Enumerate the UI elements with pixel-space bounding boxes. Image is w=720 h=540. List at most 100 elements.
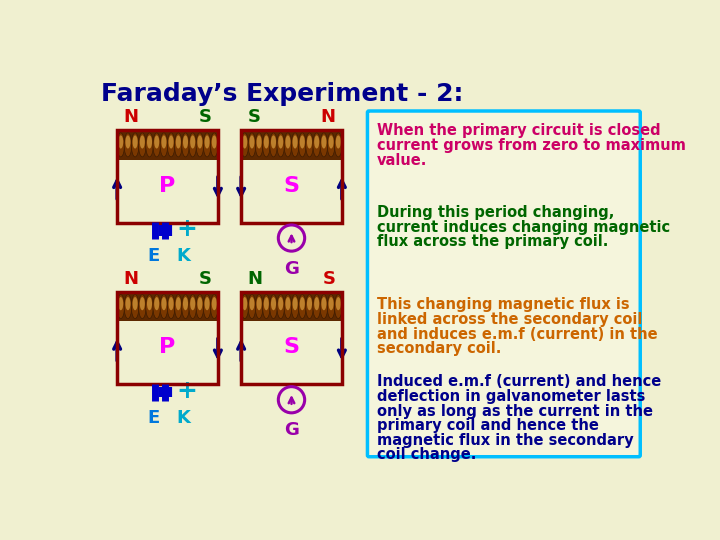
- Ellipse shape: [256, 133, 263, 157]
- Ellipse shape: [183, 297, 188, 310]
- Ellipse shape: [138, 295, 146, 319]
- Ellipse shape: [307, 297, 312, 310]
- Ellipse shape: [277, 133, 284, 157]
- Ellipse shape: [284, 295, 292, 319]
- Text: and induces e.m.f (current) in the: and induces e.m.f (current) in the: [377, 327, 657, 342]
- Ellipse shape: [204, 297, 210, 310]
- Bar: [117, 292, 218, 384]
- Text: G: G: [284, 421, 299, 440]
- Ellipse shape: [167, 133, 175, 157]
- Ellipse shape: [328, 133, 335, 157]
- Ellipse shape: [241, 133, 248, 157]
- Text: N: N: [248, 270, 262, 288]
- Text: During this period changing,: During this period changing,: [377, 205, 614, 220]
- Ellipse shape: [167, 295, 175, 319]
- Ellipse shape: [203, 133, 211, 157]
- Text: current induces changing magnetic: current induces changing magnetic: [377, 220, 670, 234]
- Ellipse shape: [189, 295, 197, 319]
- Text: +: +: [177, 217, 198, 241]
- Ellipse shape: [117, 133, 125, 157]
- Ellipse shape: [285, 136, 290, 148]
- Ellipse shape: [153, 295, 161, 319]
- Ellipse shape: [145, 133, 153, 157]
- Bar: [117, 130, 218, 159]
- Ellipse shape: [242, 136, 247, 148]
- Ellipse shape: [271, 136, 276, 148]
- Ellipse shape: [125, 297, 130, 310]
- Ellipse shape: [284, 133, 292, 157]
- Ellipse shape: [212, 136, 217, 148]
- Ellipse shape: [321, 297, 326, 310]
- Ellipse shape: [147, 297, 152, 310]
- Ellipse shape: [131, 133, 139, 157]
- Ellipse shape: [181, 133, 189, 157]
- Text: P: P: [159, 176, 176, 195]
- Bar: [241, 130, 342, 159]
- Ellipse shape: [197, 136, 202, 148]
- Ellipse shape: [124, 295, 132, 319]
- Text: linked across the secondary coil: linked across the secondary coil: [377, 312, 642, 327]
- Ellipse shape: [161, 297, 166, 310]
- Ellipse shape: [168, 297, 174, 310]
- Ellipse shape: [204, 136, 210, 148]
- Ellipse shape: [140, 297, 145, 310]
- Text: S: S: [323, 270, 336, 288]
- Text: magnetic flux in the secondary: magnetic flux in the secondary: [377, 433, 634, 448]
- Ellipse shape: [285, 297, 290, 310]
- Ellipse shape: [176, 297, 181, 310]
- Ellipse shape: [145, 295, 153, 319]
- Ellipse shape: [256, 136, 261, 148]
- Text: +: +: [177, 379, 198, 402]
- Bar: [241, 130, 342, 222]
- Text: coil change.: coil change.: [377, 448, 476, 462]
- Ellipse shape: [270, 133, 277, 157]
- Ellipse shape: [264, 297, 269, 310]
- Text: deflection in galvanometer lasts: deflection in galvanometer lasts: [377, 389, 645, 404]
- Ellipse shape: [210, 133, 218, 157]
- Ellipse shape: [278, 136, 283, 148]
- Text: E: E: [148, 247, 160, 265]
- Text: primary coil and hence the: primary coil and hence the: [377, 418, 598, 433]
- Text: K: K: [176, 409, 190, 427]
- Text: current grows from zero to maximum: current grows from zero to maximum: [377, 138, 685, 153]
- Ellipse shape: [256, 295, 263, 319]
- Ellipse shape: [196, 295, 204, 319]
- Ellipse shape: [320, 133, 328, 157]
- Ellipse shape: [147, 136, 152, 148]
- Ellipse shape: [210, 295, 218, 319]
- Ellipse shape: [263, 133, 270, 157]
- Bar: [241, 292, 342, 321]
- Ellipse shape: [125, 136, 130, 148]
- Ellipse shape: [140, 136, 145, 148]
- Ellipse shape: [138, 133, 146, 157]
- Ellipse shape: [160, 133, 168, 157]
- Ellipse shape: [168, 136, 174, 148]
- Ellipse shape: [328, 295, 335, 319]
- Text: Induced e.m.f (current) and hence: Induced e.m.f (current) and hence: [377, 374, 661, 389]
- Text: P: P: [159, 338, 176, 357]
- Bar: [241, 292, 342, 384]
- Ellipse shape: [336, 297, 341, 310]
- Ellipse shape: [190, 297, 195, 310]
- Ellipse shape: [307, 136, 312, 148]
- Ellipse shape: [190, 136, 195, 148]
- Bar: [117, 130, 218, 222]
- Ellipse shape: [174, 295, 182, 319]
- Ellipse shape: [183, 136, 188, 148]
- Text: Faraday’s Experiment - 2:: Faraday’s Experiment - 2:: [101, 82, 463, 106]
- Ellipse shape: [242, 297, 247, 310]
- Ellipse shape: [299, 133, 306, 157]
- Ellipse shape: [118, 297, 123, 310]
- Ellipse shape: [118, 136, 123, 148]
- Ellipse shape: [160, 295, 168, 319]
- Ellipse shape: [249, 136, 254, 148]
- Ellipse shape: [131, 295, 139, 319]
- Ellipse shape: [299, 295, 306, 319]
- Ellipse shape: [174, 133, 182, 157]
- Ellipse shape: [256, 297, 261, 310]
- Ellipse shape: [264, 136, 269, 148]
- Ellipse shape: [328, 297, 333, 310]
- Ellipse shape: [241, 295, 248, 319]
- Ellipse shape: [181, 295, 189, 319]
- Ellipse shape: [292, 136, 297, 148]
